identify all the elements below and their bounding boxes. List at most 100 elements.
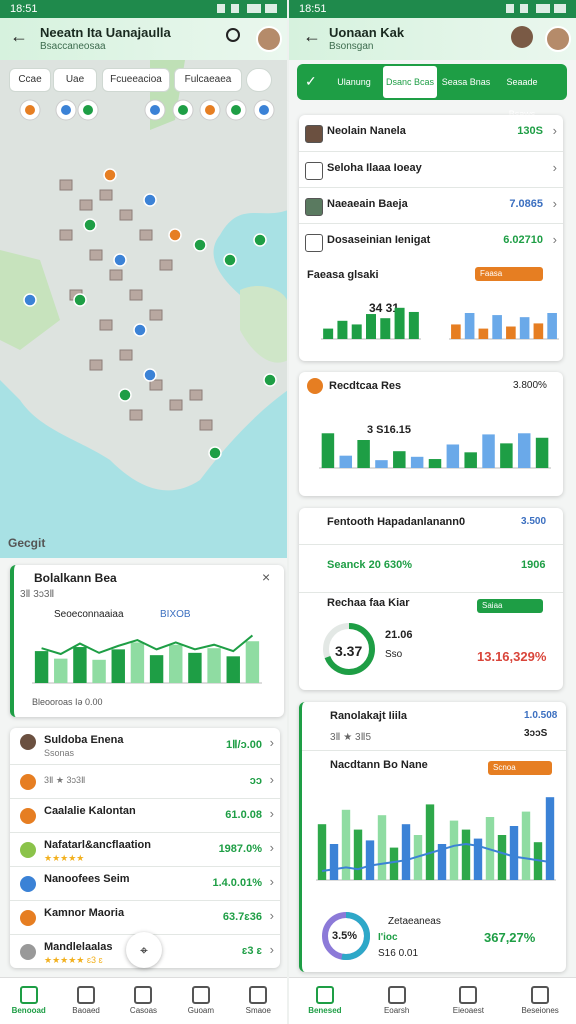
filter-chip[interactable]: Uae xyxy=(53,68,97,92)
list-row[interactable]: Suldoba Enena Ssonas 1Ⅱ/ɔ.00 › xyxy=(10,728,280,764)
bar xyxy=(341,809,351,880)
nav-item[interactable]: Benooad xyxy=(0,978,57,1024)
filter-chip[interactable]: Ccae xyxy=(9,68,51,92)
map-attribution: Gecgit xyxy=(8,536,46,550)
nav-label: Casoas xyxy=(129,1006,158,1015)
filter-chip[interactable]: Fcueeacioa xyxy=(102,68,170,92)
tab[interactable]: Dsanc Bcas xyxy=(383,66,437,98)
tab[interactable]: Ulanung xyxy=(337,77,371,87)
nav-label: Benesed xyxy=(308,1006,342,1015)
header-title: Neeatn Ita Uanajaulla xyxy=(40,25,171,40)
map-pin[interactable] xyxy=(263,373,277,387)
nav-item[interactable]: Beseiones xyxy=(504,978,576,1024)
map-pin[interactable] xyxy=(223,253,237,267)
map-building xyxy=(119,349,133,361)
nav-item[interactable]: Eoarsh xyxy=(361,978,433,1024)
mini-chart xyxy=(321,307,421,340)
tag: Faasa xyxy=(475,267,543,281)
card-sub-value: 3ɔɔS xyxy=(524,728,548,739)
map-building xyxy=(199,419,213,431)
bar xyxy=(111,649,125,683)
list-row[interactable]: Nacdtann Bo Nane Scnoa xyxy=(302,750,566,787)
bar xyxy=(337,320,348,339)
list-row[interactable]: Caalalie Kalontan 61.0.08 › xyxy=(10,798,280,833)
bar xyxy=(547,313,557,339)
map-pin[interactable] xyxy=(253,233,267,247)
row-sub: 3Ⅱ ★ 3ɔ3Ⅱ xyxy=(44,775,86,785)
map-building xyxy=(99,189,113,201)
bar-chart xyxy=(316,797,556,881)
row-name: Naeaeain Baeja xyxy=(327,198,408,210)
header-subtitle: Bsaccaneosaa xyxy=(40,41,106,52)
map[interactable] xyxy=(0,60,287,558)
close-button[interactable]: × xyxy=(262,569,271,585)
row-sub: Ssonas xyxy=(44,748,75,758)
map-pin[interactable] xyxy=(73,293,87,307)
donut-sub: Sso xyxy=(385,649,403,660)
bar xyxy=(517,433,531,468)
map-filter-dot xyxy=(83,105,93,115)
tab[interactable]: Seasa Bnas xyxy=(441,77,491,87)
card-value: 1.0.508 xyxy=(524,710,558,721)
list-row[interactable]: Nanoofees Seim 1.4.0.01% › xyxy=(10,866,280,901)
avatar[interactable] xyxy=(256,26,282,52)
map-pin[interactable] xyxy=(143,193,157,207)
map-pin[interactable] xyxy=(118,388,132,402)
nav-item[interactable]: Casoas xyxy=(115,978,172,1024)
map-pin[interactable] xyxy=(208,446,222,460)
nav-item[interactable]: Eieoaest xyxy=(433,978,505,1024)
map-building xyxy=(99,319,113,331)
right-screen: 18:51 ← Uonaan Kak Bsonsgan ✓ Ulanung Dsan… xyxy=(289,0,576,1024)
map-pin[interactable] xyxy=(193,238,207,252)
map-pin[interactable] xyxy=(103,168,117,182)
list-row[interactable]: Rechaa faa Kiar Saiaa 3.37 21.06 Sso 13.… xyxy=(299,592,563,690)
bar xyxy=(92,659,106,683)
avatar[interactable] xyxy=(511,26,533,48)
fab-button[interactable]: ⌖ xyxy=(126,932,162,968)
list-row[interactable]: Kamnor Maoria 63.7ɛ36 › xyxy=(10,900,280,935)
nav-icon xyxy=(387,986,406,1004)
nav-item[interactable]: Guoam xyxy=(172,978,229,1024)
map-pin[interactable] xyxy=(133,323,147,337)
header-title: Uonaan Kak xyxy=(329,25,405,40)
summary-card: Bolalkann Bea × 3Ⅱ 3ɔ3Ⅱ Seoeconnaaiaa BI… xyxy=(10,565,284,717)
map-pin[interactable] xyxy=(23,293,37,307)
list-card: Suldoba Enena Ssonas 1Ⅱ/ɔ.00 › 3Ⅱ ★ 3ɔ3Ⅱ ɔɔ › C… xyxy=(10,728,280,968)
row-label: Seanck 20 630% xyxy=(327,559,413,571)
nav-item[interactable]: Baoaed xyxy=(57,978,114,1024)
map-pin[interactable] xyxy=(83,218,97,232)
nav-item[interactable]: Smaoe xyxy=(230,978,287,1024)
map-search[interactable] xyxy=(246,68,272,92)
map-pin[interactable] xyxy=(143,368,157,382)
list-row[interactable]: Seanck 20 630% 1906 xyxy=(299,544,563,593)
bar xyxy=(473,838,483,880)
filter-chip[interactable]: Fulcaeaea xyxy=(174,68,242,92)
list-row[interactable]: Nafatarl&ancflaation ★★★★★ 1987.0% › xyxy=(10,832,280,867)
back-button[interactable]: ← xyxy=(303,26,321,46)
map-filter-dot xyxy=(205,105,215,115)
list-row[interactable]: 3Ⅱ ★ 3ɔ3Ⅱ ɔɔ › xyxy=(10,764,280,799)
bar xyxy=(497,835,507,880)
list-row[interactable]: Neolain Nanela 130S › xyxy=(299,115,563,151)
search-button[interactable] xyxy=(226,28,240,42)
list-row[interactable]: Dosaseinian Ienigat 6.02710 › xyxy=(299,223,563,260)
stats-card: Fentooth Hapadanlanann0 3.500 Seanck 20 … xyxy=(299,508,563,690)
bar xyxy=(535,437,549,468)
list-row[interactable]: Seloha Ilaaa IoeaySacaa› xyxy=(299,151,563,188)
status-bar: 18:51 xyxy=(0,0,287,18)
stats-card: Recdtcaa Res 3.800% 3 S16.15 xyxy=(299,372,563,496)
nav-item[interactable]: Benesed xyxy=(289,978,361,1024)
chevron: › xyxy=(552,232,557,247)
map-pin[interactable] xyxy=(168,228,182,242)
avatar[interactable] xyxy=(545,26,571,52)
map-pin[interactable] xyxy=(113,253,127,267)
bar xyxy=(366,314,376,339)
list-row[interactable]: Naeaeain Baeja 7.0865 › xyxy=(299,187,563,224)
tab[interactable]: Seaade Bsaws xyxy=(506,77,538,119)
row-value: 6.02710 xyxy=(503,234,543,246)
donut-value: 3.37 xyxy=(335,643,363,659)
bar xyxy=(353,829,363,880)
row-name: Dosaseinian Ienigat xyxy=(327,234,431,246)
back-button[interactable]: ← xyxy=(10,26,28,46)
